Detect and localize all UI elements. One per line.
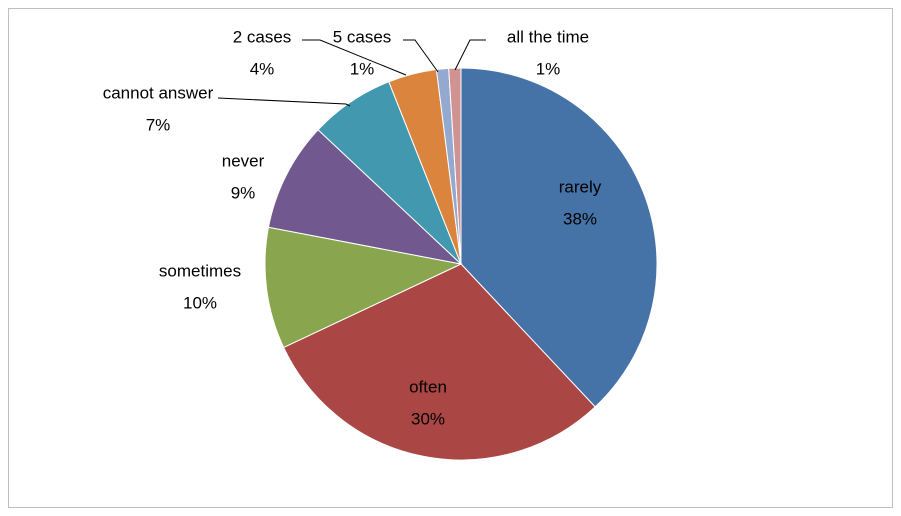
- slice-label: never: [222, 151, 265, 170]
- leader-line: [302, 39, 407, 76]
- leader-line: [454, 39, 486, 71]
- slice-value-label: 38%: [563, 209, 597, 228]
- slice-value-label: 1%: [350, 59, 375, 78]
- slice-value-label: 4%: [250, 59, 275, 78]
- slice-label: rarely: [559, 177, 602, 196]
- leader-line: [403, 39, 439, 73]
- slice-label: often: [409, 377, 447, 396]
- slice-label: 5 cases: [333, 27, 392, 46]
- slice-label: cannot answer: [103, 83, 214, 102]
- slice-label: sometimes: [159, 261, 241, 280]
- slice-label: all the time: [507, 27, 589, 46]
- slice-value-label: 9%: [231, 183, 256, 202]
- leader-line: [217, 97, 351, 107]
- pie-slice: [448, 67, 462, 265]
- pie-slice: [264, 226, 463, 349]
- pie-slice: [267, 129, 463, 265]
- slice-value-label: 1%: [536, 59, 561, 78]
- slice-value-label: 7%: [146, 115, 171, 134]
- slice-value-label: 10%: [183, 293, 217, 312]
- pie-slice: [460, 67, 658, 408]
- slice-label: 2 cases: [233, 27, 292, 46]
- slice-value-label: 30%: [411, 409, 445, 428]
- pie-slice: [282, 263, 596, 461]
